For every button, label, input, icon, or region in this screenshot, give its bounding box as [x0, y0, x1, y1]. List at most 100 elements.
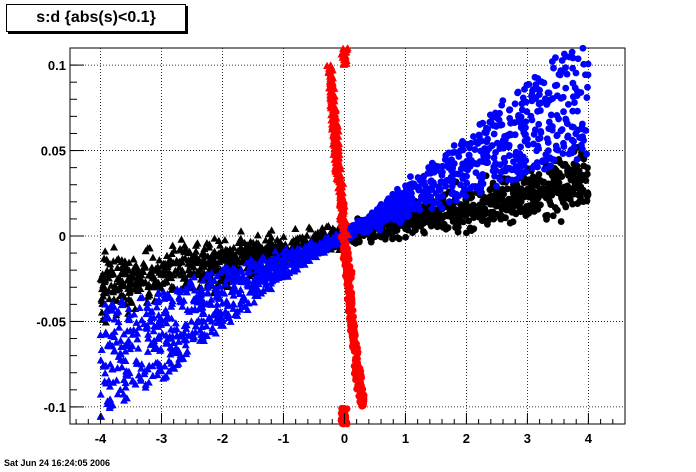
blue-series-point — [134, 323, 143, 331]
blue-series-point — [121, 347, 130, 355]
black-series-point — [150, 281, 159, 290]
black-series-point — [214, 236, 223, 244]
blue-series-point — [203, 289, 212, 297]
blue-series-point — [479, 173, 487, 181]
blue-series-point — [154, 295, 163, 303]
blue-series-point — [269, 254, 278, 262]
black-series-point — [569, 166, 577, 174]
black-series-point — [367, 238, 375, 246]
blue-series-point — [101, 314, 110, 322]
blue-series-point — [161, 373, 170, 381]
black-series-point — [315, 234, 324, 242]
blue-series-point — [490, 130, 498, 138]
blue-series-point — [553, 146, 560, 153]
black-series-point — [479, 197, 487, 205]
red-series-point — [339, 404, 346, 412]
blue-series-point — [535, 120, 543, 128]
blue-series-point — [331, 232, 340, 240]
blue-series-point — [102, 306, 111, 315]
blue-series-point — [202, 331, 211, 339]
blue-series-point — [289, 264, 298, 272]
blue-series-point — [229, 274, 238, 282]
black-series-point — [371, 233, 379, 240]
blue-series-point — [569, 79, 577, 87]
black-series-point — [318, 226, 327, 234]
black-series-point — [132, 261, 141, 269]
blue-series-point — [124, 367, 133, 375]
blue-series-point — [547, 111, 555, 119]
blue-series-point — [379, 208, 387, 215]
blue-series-point — [292, 259, 301, 267]
blue-series-point — [537, 127, 545, 135]
black-series-point — [129, 255, 138, 263]
blue-series-point — [162, 336, 171, 344]
blue-series-point — [229, 300, 238, 308]
blue-series-point — [558, 57, 566, 64]
blue-series-point — [117, 363, 126, 371]
blue-series-point — [144, 330, 153, 338]
black-series-point — [567, 172, 575, 180]
blue-series-point — [573, 92, 581, 99]
blue-series-point — [427, 169, 434, 177]
black-series-point — [177, 271, 186, 279]
black-series-point — [263, 248, 272, 256]
black-series-point — [267, 239, 276, 247]
blue-series-point — [442, 182, 450, 190]
x-tick-label: 2 — [463, 431, 470, 446]
blue-series-point — [302, 254, 311, 262]
red-series-point — [336, 201, 345, 209]
black-series-point — [501, 201, 509, 209]
blue-series-point — [463, 140, 471, 148]
blue-series-point — [490, 154, 498, 162]
blue-series-point — [138, 293, 147, 301]
black-series-point — [250, 245, 259, 253]
blue-series-point — [153, 321, 162, 329]
red-series-point — [358, 390, 365, 398]
blue-series-point — [581, 71, 589, 79]
black-series-point — [216, 241, 225, 249]
blue-series-point — [414, 174, 422, 181]
black-series-point — [536, 176, 544, 184]
blue-series-point — [113, 390, 122, 398]
blue-series-point — [493, 182, 500, 190]
black-series-point — [495, 196, 503, 204]
blue-series-point — [517, 143, 525, 151]
blue-series-point — [126, 344, 135, 353]
blue-series-point — [550, 64, 557, 72]
blue-series-point — [452, 197, 460, 204]
blue-series-point — [256, 273, 265, 281]
x-tick-label: 4 — [585, 431, 593, 446]
blue-series-point — [293, 244, 302, 252]
black-series-point — [184, 265, 193, 274]
x-tick-label: -4 — [95, 431, 107, 446]
blue-series-point — [394, 210, 402, 217]
blue-series-point — [559, 150, 567, 158]
black-series-point — [162, 276, 171, 285]
blue-series-point — [207, 327, 216, 336]
blue-series-point — [108, 365, 117, 373]
black-series-point — [148, 273, 157, 281]
blue-series-point — [296, 252, 305, 260]
blue-series-point — [398, 216, 406, 224]
blue-series-point — [208, 323, 217, 332]
black-series-point — [226, 245, 235, 253]
black-series-point — [118, 277, 127, 285]
blue-series-point — [499, 167, 507, 175]
blue-series-point — [571, 99, 578, 106]
blue-series-point — [229, 304, 238, 312]
blue-series-point — [198, 322, 207, 330]
blue-series-point — [525, 81, 533, 88]
blue-series-point — [110, 315, 119, 323]
black-series-point — [151, 264, 160, 272]
blue-series-point — [407, 173, 414, 181]
blue-series-point — [492, 160, 499, 167]
black-series-point — [125, 287, 134, 295]
blue-series-point — [327, 235, 336, 243]
blue-series-point — [224, 310, 233, 318]
blue-series-point — [498, 121, 506, 129]
black-series-point — [237, 248, 246, 256]
blue-series-point — [108, 306, 117, 314]
blue-series-point — [124, 304, 133, 312]
black-series-point — [261, 236, 270, 244]
blue-series-point — [538, 158, 546, 166]
